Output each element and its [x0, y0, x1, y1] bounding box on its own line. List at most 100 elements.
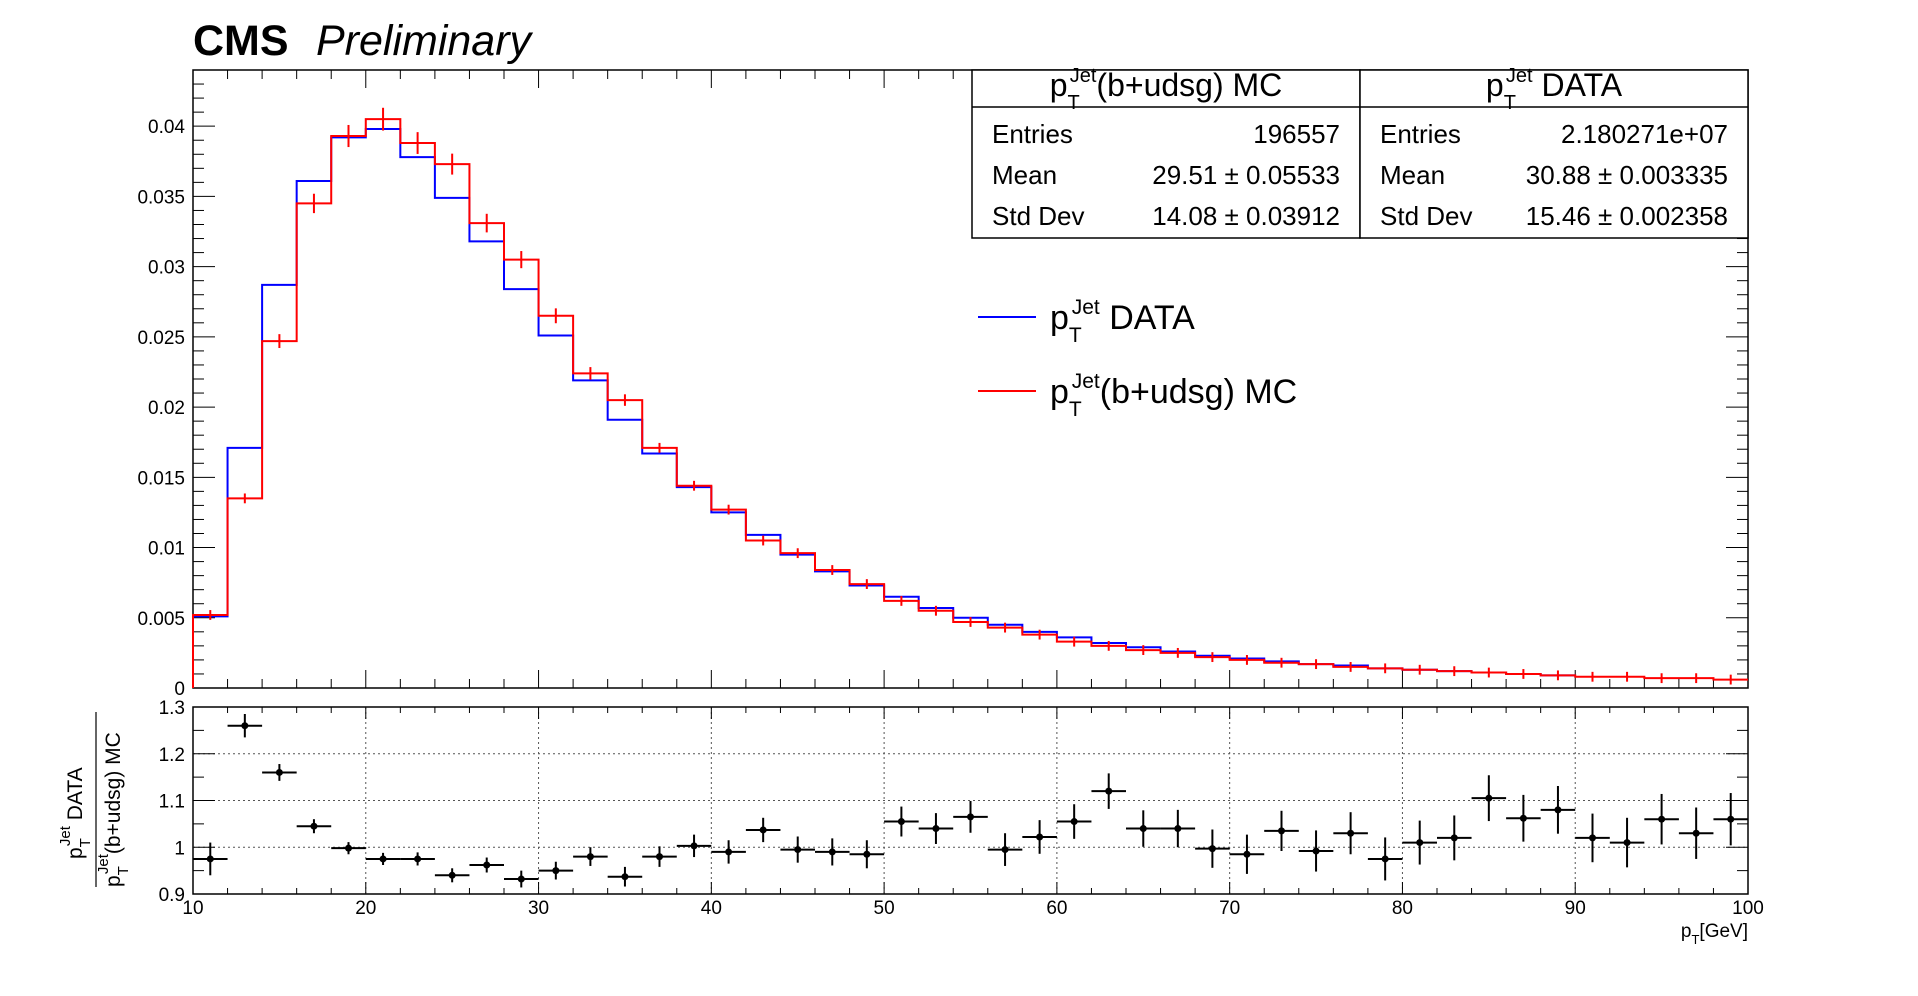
ratio-point [1554, 806, 1562, 814]
ratio-point [1589, 834, 1596, 842]
ratio-point [1692, 829, 1700, 837]
ratio-point [1727, 815, 1735, 823]
ratio-points [193, 714, 1748, 888]
ratio-numerator: pTJet DATA [57, 767, 94, 859]
ratio-point [967, 813, 974, 821]
stats-value: 196557 [1253, 119, 1340, 149]
legend-label-data: pTJet DATA [1050, 296, 1195, 347]
ratio-point [206, 855, 214, 863]
y-tick-label: 0.015 [137, 468, 185, 489]
ratio-point [897, 818, 905, 826]
ratio-point [1519, 814, 1527, 822]
legend-label-mc: pTJet(b+udsg) MC [1050, 370, 1297, 421]
lower-panel: 10 20 30 40 50 60 70 80 90 100 0.9 1 1.1 1.2 1.3 [159, 698, 1764, 919]
ratio-point [932, 825, 940, 833]
stats-value: 2.180271e+07 [1561, 119, 1728, 149]
lower-grid [193, 707, 1748, 894]
upper-y-tick-labels: 0 0.005 0.01 0.015 0.02 0.025 0.03 0.035 0.04 [137, 117, 185, 700]
ratio-point [275, 768, 283, 776]
ratio-point [1658, 815, 1666, 823]
stats-value: 15.46 ± 0.002358 [1526, 201, 1728, 231]
ratio-point [1312, 847, 1320, 855]
y-tick-label: 0.03 [148, 258, 185, 279]
y-tick-label: 0.01 [148, 539, 185, 560]
y-tick-label: 0.9 [159, 885, 185, 906]
ratio-point [1278, 827, 1285, 835]
lower-tick-labels: 10 20 30 40 50 60 70 80 90 100 0.9 1 1.1 1.2 1.3 [159, 698, 1764, 919]
ratio-point [1623, 839, 1631, 847]
ratio-point [586, 853, 594, 861]
x-tick-label: 40 [701, 898, 722, 919]
stats-value: 29.51 ± 0.05533 [1152, 160, 1340, 190]
ratio-point [310, 822, 318, 830]
ratio-point [794, 846, 802, 854]
ratio-point [379, 855, 387, 863]
ratio-point [656, 853, 663, 861]
legend: pTJet DATA pTJet(b+udsg) MC [978, 296, 1297, 421]
ratio-point [1036, 833, 1044, 841]
experiment-label: CMS [193, 17, 289, 65]
stats-value: 30.88 ± 0.003335 [1526, 160, 1728, 190]
x-tick-label: 30 [528, 898, 549, 919]
ratio-point [725, 848, 733, 856]
ratio-point [828, 848, 836, 856]
ratio-point [241, 722, 249, 730]
status-label: Preliminary [316, 17, 534, 65]
x-tick-label: 70 [1219, 898, 1240, 919]
x-tick-label: 20 [355, 898, 376, 919]
mc-histogram [192, 107, 1748, 688]
upper-panel: 0 0.005 0.01 0.015 0.02 0.025 0.03 0.035 0.04 [137, 69, 1749, 700]
ratio-point [1070, 818, 1078, 826]
stats-label: Mean [992, 160, 1057, 190]
ratio-point [1416, 839, 1424, 847]
ratio-point [1381, 855, 1389, 863]
x-tick-label: 80 [1392, 898, 1413, 919]
ratio-point [345, 844, 352, 852]
ratio-point [621, 873, 629, 881]
ratio-point [483, 861, 491, 869]
stats-label: Std Dev [1380, 201, 1473, 231]
ratio-denominator: pTJet(b+udsg) MC [95, 732, 132, 887]
ratio-point [1139, 825, 1147, 833]
x-tick-label: 10 [182, 898, 203, 919]
y-tick-label: 1.2 [159, 745, 185, 766]
y-tick-label: 0.025 [137, 328, 185, 349]
stats-label: Entries [992, 119, 1073, 149]
ratio-point [552, 867, 560, 875]
ratio-point [863, 850, 871, 858]
stats-box-mc: pTJet(b+udsg) MC Entries 196557 Mean 29.… [971, 65, 1361, 239]
x-tick-label: 60 [1046, 898, 1067, 919]
histogram-step [192, 118, 1748, 688]
lower-axis-ticks [192, 706, 1749, 895]
y-tick-label: 0.005 [137, 609, 185, 630]
ratio-point [1208, 845, 1216, 853]
stats-label: Mean [1380, 160, 1445, 190]
y-tick-label: 1.3 [159, 698, 185, 719]
stats-label: Std Dev [992, 201, 1085, 231]
ratio-point [517, 875, 525, 883]
stats-box-data: pTJet DATA Entries 2.180271e+07 Mean 30.… [1359, 65, 1749, 239]
x-tick-label: 100 [1732, 898, 1764, 919]
ratio-point [1174, 825, 1182, 833]
y-axis-title-ratio: pTJet DATA pTJet(b+udsg) MC [57, 712, 132, 887]
ratio-point [1450, 834, 1458, 842]
x-tick-label: 90 [1565, 898, 1586, 919]
stats-title-mc: pTJet(b+udsg) MC [1050, 65, 1283, 114]
ratio-point [1347, 829, 1355, 837]
ratio-point [1001, 846, 1009, 854]
ratio-point [448, 871, 456, 879]
ratio-point [1485, 794, 1493, 802]
y-tick-label: 0 [174, 679, 185, 700]
y-tick-label: 0.04 [148, 117, 185, 138]
ratio-point [1243, 850, 1251, 858]
y-tick-label: 0.035 [137, 187, 185, 208]
stats-title-data: pTJet DATA [1486, 65, 1623, 114]
x-axis-title: pT[GeV] [1681, 921, 1748, 947]
x-tick-label: 50 [874, 898, 895, 919]
ratio-point [690, 842, 698, 850]
ratio-point [414, 855, 422, 863]
y-tick-label: 1.1 [159, 792, 185, 813]
y-tick-label: 1 [174, 838, 185, 859]
y-tick-label: 0.02 [148, 398, 185, 419]
